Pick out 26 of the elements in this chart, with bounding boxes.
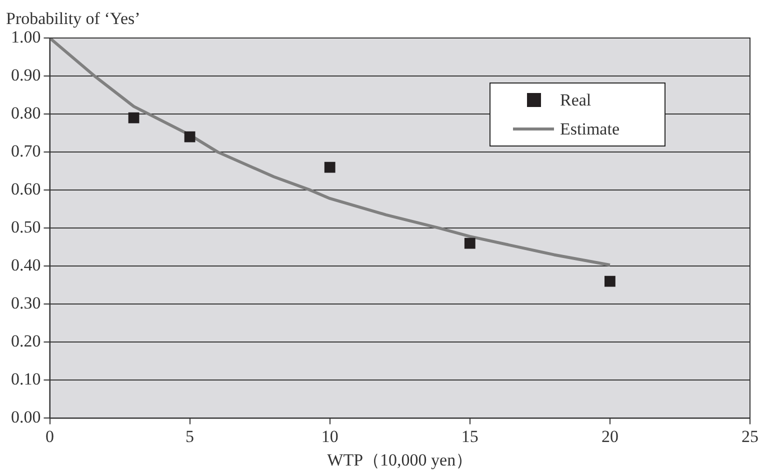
y-tick-label: 0.60 <box>11 180 41 199</box>
y-tick-label: 0.40 <box>11 256 41 275</box>
y-tick-label: 0.20 <box>11 332 41 351</box>
y-tick-label: 0.70 <box>11 142 41 161</box>
y-tick-label: 0.90 <box>11 65 41 84</box>
x-tick-label: 20 <box>601 426 618 446</box>
x-tick-label: 15 <box>461 426 478 446</box>
y-tick-label: 1.00 <box>11 27 41 46</box>
point <box>604 276 616 287</box>
point <box>184 131 196 142</box>
legend-label: Real <box>560 90 592 110</box>
x-axis-title: WTP（10,000 yen） <box>327 450 473 470</box>
x-tick-label: 0 <box>46 426 54 446</box>
y-tick-label: 0.10 <box>11 370 41 389</box>
y-tick-label: 0.00 <box>11 408 41 427</box>
x-tick-label: 10 <box>321 426 338 446</box>
legend-label: Estimate <box>560 119 620 138</box>
y-tick-label: 0.80 <box>11 104 41 123</box>
point <box>324 162 336 173</box>
point <box>128 112 140 124</box>
y-tick-label: 0.50 <box>11 218 41 237</box>
y-axis-title: Probability of ‘Yes’ <box>6 9 140 28</box>
x-tick-label: 5 <box>186 426 194 446</box>
y-tick-label: 0.30 <box>11 294 41 313</box>
x-tick-label: 25 <box>742 426 758 446</box>
point <box>464 238 476 249</box>
